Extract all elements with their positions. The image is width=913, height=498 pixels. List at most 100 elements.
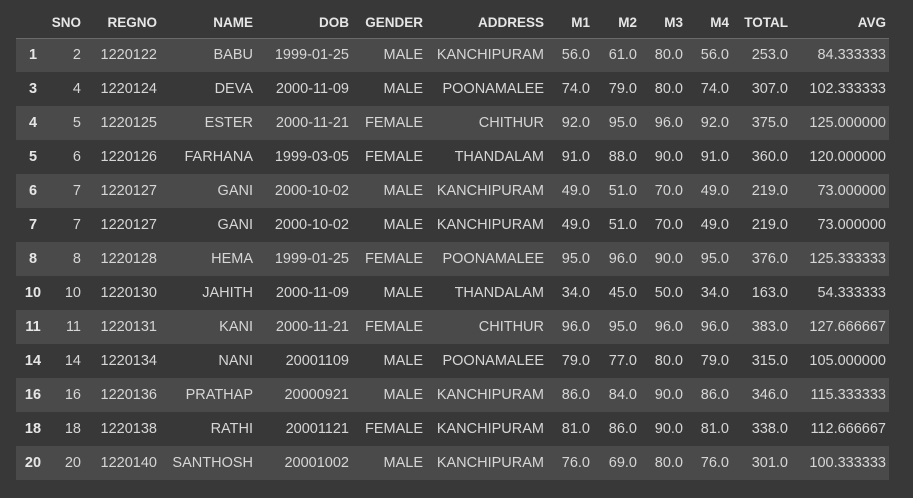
cell-value: 1220125 [100,115,157,131]
cell-regno: 1220134 [84,344,160,378]
table-row: 16 16 1220136 PRATHAP 20000921 MALE KANCHIPURA… [16,378,889,412]
column-header-m1: M1 [547,7,593,39]
cell-m1: 92.0 [547,106,593,140]
column-header-label: GENDER [365,14,423,30]
column-header-avg: AVG [791,7,889,39]
cell-dob: 2000-11-09 [256,72,352,106]
cell-avg: 73.000000 [791,174,889,208]
cell-m2: 61.0 [593,38,640,72]
cell-m2: 86.0 [593,412,640,446]
table-row: 5 6 1220126 FARHANA 1999-03-05 FEMALE THANDALA… [16,140,889,174]
cell-value: 10 [64,285,81,301]
cell-m3: 80.0 [640,72,686,106]
table-row: 1 2 1220122 BABU 1999-01-25 MALE KANCHIPURAM 56… [16,38,889,72]
column-header-label: NAME [213,14,253,30]
cell-sno: 7 [50,174,84,208]
cell-value: 1220122 [100,47,157,64]
cell-total: 376.0 [732,242,791,276]
cell-regno: 1220140 [84,446,160,480]
column-header-label: M2 [618,14,637,30]
cell-gender: MALE [352,174,426,208]
cell-m3: 90.0 [640,242,686,276]
cell-value: 96.0 [608,251,637,267]
cell-regno: 1220138 [84,412,160,446]
cell-value: MALE [383,285,424,301]
cell-m3: 70.0 [640,174,686,208]
cell-value: KANCHIPURAM [436,421,544,437]
cell-value: 84.333333 [817,47,886,64]
cell-value: FEMALE [364,251,423,267]
cell-regno: 1220136 [84,378,160,412]
cell-m2: 95.0 [593,106,640,140]
cell-value: 77.0 [608,353,637,369]
cell-m2: 88.0 [593,140,640,174]
cell-m1: 76.0 [547,446,593,480]
column-header-sno: SNO [50,7,84,39]
cell-m4: 86.0 [686,378,732,412]
cell-value: 7 [72,217,81,233]
cell-gender: FEMALE [352,140,426,174]
cell-gender: MALE [352,344,426,378]
cell-value: 54.333333 [817,285,886,301]
cell-value: NANI [218,353,253,369]
cell-name: SANTHOSH [160,446,256,480]
cell-dob: 20001002 [256,446,352,480]
cell-value: 1999-01-25 [274,47,349,64]
cell-m4: 91.0 [686,140,732,174]
cell-value: 2 [72,47,81,64]
cell-total: 383.0 [732,310,791,344]
cell-value: 14 [64,353,81,369]
cell-gender: FEMALE [352,106,426,140]
cell-value: 315.0 [751,353,788,369]
cell-m1: 74.0 [547,72,593,106]
cell-value: HEMA [211,251,253,267]
cell-value: 50.0 [654,285,683,301]
cell-value: 80.0 [654,455,683,471]
table-body: 1 2 1220122 BABU 1999-01-25 MALE KANCHIPURAM 56… [16,38,889,480]
cell-total: 375.0 [732,106,791,140]
cell-value: 100.333333 [809,455,886,471]
cell-value: 70.0 [654,183,683,199]
column-header-regno: REGNO [84,7,160,39]
cell-value: 96.0 [654,319,683,335]
cell-value: 90.0 [654,387,683,403]
cell-value: 61.0 [608,47,637,64]
cell-m4: 81.0 [686,412,732,446]
cell-value: 1220130 [100,285,157,301]
cell-value: SANTHOSH [172,455,253,471]
cell-value: 338.0 [751,421,788,437]
row-index: 6 [28,183,38,199]
cell-value: 1220128 [100,251,157,267]
cell-sno: 7 [50,208,84,242]
cell-address: CHITHUR [426,310,547,344]
cell-gender: MALE [352,446,426,480]
cell-value: 95.0 [608,319,637,335]
cell-address: THANDALAM [426,140,547,174]
cell-value: 125.000000 [809,115,886,131]
cell-value: 5 [72,115,81,131]
row-index: 20 [24,455,42,471]
cell-value: 375.0 [751,115,788,131]
table-row: 7 7 1220127 GANI 2000-10-02 MALE KANCHIPURAM 49… [16,208,889,242]
cell-total: 315.0 [732,344,791,378]
cell-sno: 11 [50,310,84,344]
row-index: 10 [24,285,42,301]
cell-m2: 96.0 [593,242,640,276]
table-header: SNO REGNO NAME DOB GENDER ADDRESS M1 M2 … [16,7,889,39]
cell-value: 1220140 [100,455,157,471]
column-header-label: AVG [857,14,886,30]
cell-regno: 1220124 [84,72,160,106]
cell-value: KANCHIPURAM [436,183,544,199]
cell-value: 383.0 [751,319,788,335]
cell-regno: 1220127 [84,174,160,208]
cell-value: 91.0 [700,149,729,165]
cell-value: 96.0 [654,115,683,131]
cell-value: 301.0 [751,455,788,471]
column-header-gender: GENDER [352,7,426,39]
cell-value: 2000-10-02 [274,217,349,233]
cell-value: 20001121 [285,421,349,437]
column-header-label: M3 [664,14,683,30]
cell-value: 76.0 [561,455,590,471]
cell-value: 2000-11-21 [275,319,349,335]
